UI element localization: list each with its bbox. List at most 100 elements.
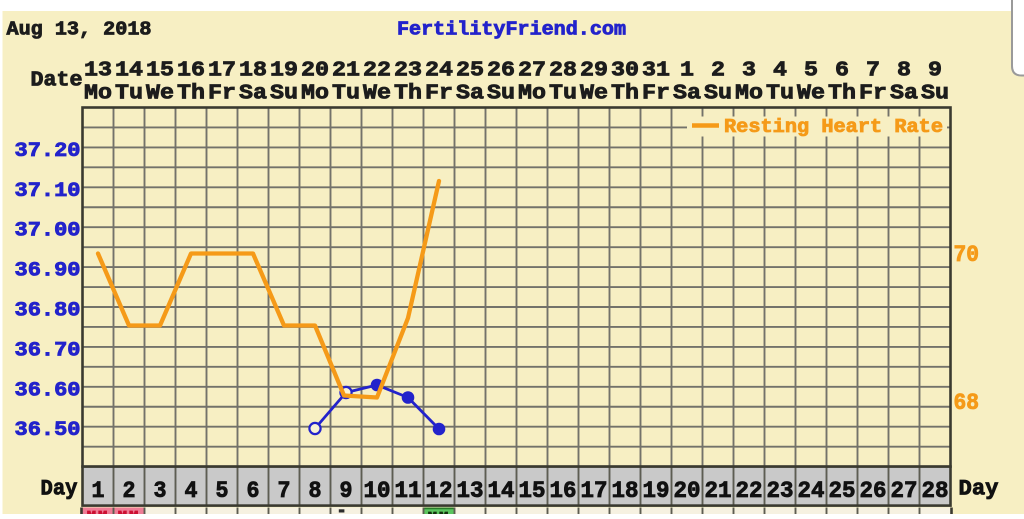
- svg-text:24: 24: [425, 59, 453, 83]
- svg-text:Fr: Fr: [642, 82, 670, 106]
- svg-text:36.70: 36.70: [15, 339, 81, 362]
- svg-text:36.90: 36.90: [15, 260, 81, 283]
- svg-text:29: 29: [580, 59, 608, 83]
- svg-text:4: 4: [773, 59, 787, 83]
- svg-text:Su: Su: [270, 82, 298, 106]
- svg-text:Sa: Sa: [456, 82, 484, 106]
- svg-text:15: 15: [146, 59, 174, 83]
- svg-text:26: 26: [860, 478, 887, 505]
- svg-text:10: 10: [364, 478, 391, 505]
- svg-text:23: 23: [394, 59, 422, 83]
- svg-text:12: 12: [426, 478, 453, 505]
- svg-text:37.20: 37.20: [15, 140, 81, 163]
- svg-text:Fr: Fr: [859, 82, 887, 106]
- svg-text:Mo: Mo: [735, 82, 763, 106]
- svg-text:6: 6: [247, 478, 260, 505]
- svg-text:22: 22: [736, 478, 763, 505]
- svg-text:8: 8: [897, 59, 911, 83]
- svg-text:Th: Th: [394, 82, 422, 106]
- svg-text:6: 6: [835, 59, 849, 83]
- svg-text:Aug 13, 2018: Aug 13, 2018: [7, 19, 152, 41]
- svg-text:Su: Su: [704, 82, 732, 106]
- svg-text:Tu: Tu: [766, 82, 794, 106]
- svg-text:26: 26: [487, 59, 515, 83]
- svg-text:FertilityFriend.com: FertilityFriend.com: [397, 19, 626, 41]
- svg-text:27: 27: [891, 478, 918, 505]
- svg-text:19: 19: [270, 59, 298, 83]
- svg-text:36.50: 36.50: [15, 419, 81, 442]
- svg-text:Th: Th: [828, 82, 856, 106]
- svg-text:14: 14: [488, 478, 515, 505]
- svg-text:Mo: Mo: [301, 82, 329, 106]
- svg-text:We: We: [797, 82, 825, 106]
- svg-text:1: 1: [92, 478, 105, 505]
- svg-text:20: 20: [301, 59, 329, 83]
- svg-text:21: 21: [332, 59, 360, 83]
- svg-text:21: 21: [705, 478, 732, 505]
- svg-text:We: We: [146, 82, 174, 106]
- svg-text:15: 15: [519, 478, 546, 505]
- svg-text:27: 27: [518, 59, 546, 83]
- svg-text:23: 23: [767, 478, 794, 505]
- svg-text:MM: MM: [87, 509, 110, 515]
- svg-text:Tu: Tu: [332, 82, 360, 106]
- svg-text:70: 70: [954, 242, 980, 268]
- svg-text:2: 2: [123, 478, 136, 505]
- svg-text:17: 17: [581, 478, 608, 505]
- svg-text:17: 17: [208, 59, 236, 83]
- svg-text:9: 9: [340, 478, 353, 505]
- svg-text:5: 5: [804, 59, 818, 83]
- svg-text:Sa: Sa: [890, 82, 918, 106]
- svg-text:18: 18: [239, 59, 267, 83]
- svg-text:We: We: [580, 82, 608, 106]
- svg-text:Su: Su: [487, 82, 515, 106]
- svg-text:7: 7: [866, 59, 880, 83]
- svg-text:Mo: Mo: [84, 82, 112, 106]
- svg-text:Mo: Mo: [518, 82, 546, 106]
- svg-text:2: 2: [711, 59, 725, 83]
- svg-text:13: 13: [84, 59, 112, 83]
- svg-text:Su: Su: [921, 82, 949, 106]
- svg-text:30: 30: [611, 59, 639, 83]
- svg-text:MM: MM: [428, 509, 451, 514]
- svg-text:16: 16: [177, 59, 205, 83]
- svg-text:36.80: 36.80: [15, 300, 81, 323]
- svg-text:28: 28: [549, 59, 577, 83]
- svg-text:28: 28: [922, 478, 949, 505]
- svg-text:13: 13: [457, 478, 484, 505]
- svg-text:1: 1: [680, 59, 694, 83]
- svg-text:68: 68: [954, 390, 980, 416]
- svg-text:18: 18: [612, 478, 639, 505]
- svg-text:24: 24: [798, 478, 825, 505]
- svg-text:Th: Th: [611, 82, 639, 106]
- svg-text:Sa: Sa: [673, 82, 701, 106]
- svg-text:14: 14: [115, 59, 143, 83]
- svg-text:Th: Th: [177, 82, 205, 106]
- svg-text:37.00: 37.00: [15, 220, 81, 243]
- svg-text:3: 3: [742, 59, 756, 83]
- svg-text:19: 19: [643, 478, 670, 505]
- svg-text:25: 25: [829, 478, 856, 505]
- svg-text:7: 7: [278, 478, 291, 505]
- svg-text:8: 8: [309, 478, 322, 505]
- svg-text:31: 31: [642, 59, 670, 83]
- svg-text:Day: Day: [41, 476, 78, 502]
- svg-text:20: 20: [674, 478, 701, 505]
- svg-text:Date: Date: [31, 70, 83, 93]
- svg-text:11: 11: [395, 478, 422, 505]
- svg-text:Fr: Fr: [208, 82, 236, 106]
- svg-text:22: 22: [363, 59, 391, 83]
- svg-text:4: 4: [185, 478, 198, 505]
- svg-text:MM: MM: [118, 509, 141, 515]
- svg-text:37.10: 37.10: [15, 180, 81, 203]
- svg-text:Resting Heart Rate: Resting Heart Rate: [724, 116, 943, 138]
- svg-text:Day: Day: [959, 476, 999, 502]
- svg-text:Sa: Sa: [239, 82, 267, 106]
- svg-text:9: 9: [928, 59, 942, 83]
- svg-text:25: 25: [456, 59, 484, 83]
- svg-text:Tu: Tu: [115, 82, 143, 106]
- svg-text:We: We: [363, 82, 391, 106]
- svg-text:5: 5: [216, 478, 229, 505]
- svg-text:Fr: Fr: [425, 82, 453, 106]
- svg-text:36.60: 36.60: [15, 379, 81, 402]
